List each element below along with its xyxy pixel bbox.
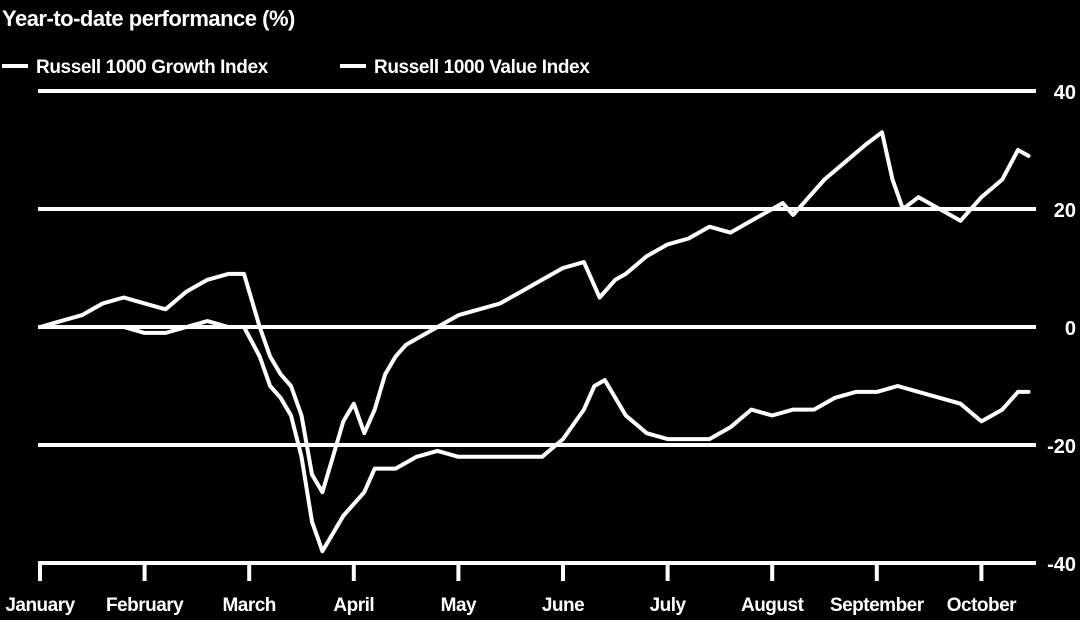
x-tick-label: March bbox=[222, 595, 275, 616]
x-tick-label: January bbox=[5, 595, 75, 616]
y-tick-label: -40 bbox=[1047, 554, 1076, 576]
chart-title: Year-to-date performance (%) bbox=[2, 6, 295, 31]
y-tick-label: 0 bbox=[1065, 318, 1076, 340]
y-tick-label: 40 bbox=[1054, 82, 1076, 104]
x-tick-label: April bbox=[333, 595, 374, 616]
x-tick-label: June bbox=[542, 595, 584, 616]
y-tick-label: 20 bbox=[1054, 200, 1076, 222]
x-axis: January February March April May June July Augu… bbox=[5, 563, 1018, 616]
x-tick-label: September bbox=[830, 595, 925, 616]
x-tick-label: July bbox=[650, 595, 687, 616]
series-group bbox=[38, 130, 1031, 554]
y-tick-label: -20 bbox=[1047, 436, 1076, 458]
x-tick-label: August bbox=[741, 595, 805, 616]
legend-label-value: Russell 1000 Value Index bbox=[374, 57, 590, 78]
legend: Russell 1000 Growth Index Russell 1000 V… bbox=[2, 57, 591, 78]
series-line-value bbox=[38, 319, 1031, 554]
x-tick-label: October bbox=[947, 595, 1017, 616]
x-tick-label: May bbox=[441, 595, 477, 616]
gridlines bbox=[38, 89, 1036, 565]
x-tick-label: February bbox=[106, 595, 184, 616]
series-line-growth bbox=[38, 130, 1031, 495]
legend-label-growth: Russell 1000 Growth Index bbox=[36, 57, 269, 78]
y-axis-ticks: 40 20 0 -20 -40 bbox=[1047, 82, 1076, 576]
